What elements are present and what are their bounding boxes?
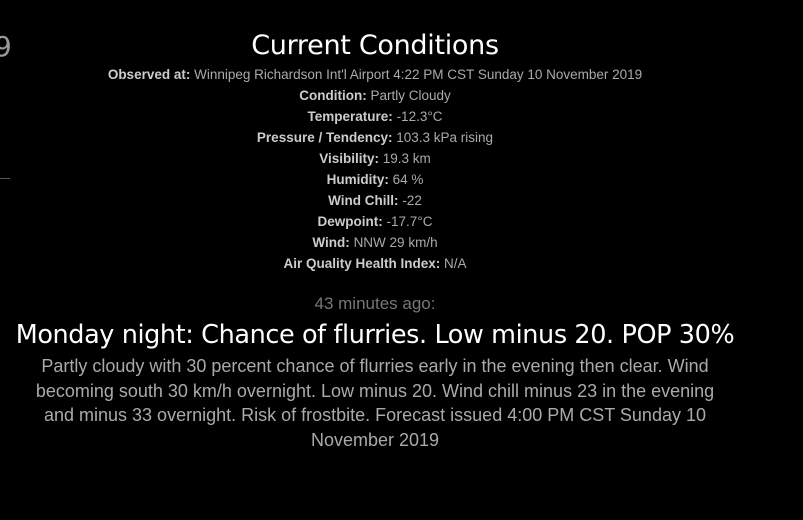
temperature-label: Temperature:	[307, 109, 393, 124]
pressure-row: Pressure / Tendency: 103.3 kPa rising	[0, 127, 750, 148]
condition-value: Partly Cloudy	[370, 88, 451, 103]
temperature-value: -12.3°C	[396, 109, 443, 124]
wind-chill-value: -22	[402, 193, 422, 208]
wind-chill-row: Wind Chill: -22	[0, 190, 750, 211]
temperature-row: Temperature: -12.3°C	[0, 106, 750, 127]
visibility-value: 19.3 km	[382, 151, 431, 166]
wind-value: NNW 29 km/h	[353, 235, 438, 250]
current-conditions-panel: Current Conditions Observed at: Winnipeg…	[0, 30, 750, 274]
humidity-value: 64 %	[392, 172, 424, 187]
visibility-label: Visibility:	[319, 151, 379, 166]
visibility-row: Visibility: 19.3 km	[0, 148, 750, 169]
pressure-value: 103.3 kPa rising	[396, 130, 494, 145]
wind-row: Wind: NNW 29 km/h	[0, 232, 750, 253]
condition-row: Condition: Partly Cloudy	[0, 85, 750, 106]
aqhi-row: Air Quality Health Index: N/A	[0, 253, 750, 274]
wind-label: Wind:	[312, 235, 350, 250]
forecast-title: Monday night: Chance of flurries. Low mi…	[15, 320, 735, 350]
wind-chill-label: Wind Chill:	[328, 193, 399, 208]
pressure-label: Pressure / Tendency:	[256, 130, 393, 145]
dewpoint-row: Dewpoint: -17.7°C	[0, 211, 750, 232]
humidity-row: Humidity: 64 %	[0, 169, 750, 190]
condition-label: Condition:	[299, 88, 367, 103]
edge-divider	[0, 178, 10, 179]
aqhi-value: N/A	[444, 256, 467, 271]
observed-at-row: Observed at: Winnipeg Richardson Int'l A…	[0, 64, 750, 85]
current-conditions-title: Current Conditions	[251, 30, 499, 61]
dewpoint-label: Dewpoint:	[317, 214, 383, 229]
humidity-label: Humidity:	[326, 172, 389, 187]
aqhi-label: Air Quality Health Index:	[283, 256, 441, 271]
dewpoint-value: -17.7°C	[386, 214, 433, 229]
forecast-text: Partly cloudy with 30 percent chance of …	[35, 356, 715, 450]
edge-clock-fragment: 9	[0, 30, 12, 63]
observed-at-value: Winnipeg Richardson Int'l Airport 4:22 P…	[194, 67, 643, 82]
observed-at-label: Observed at:	[107, 67, 191, 82]
forecast-time-ago: 43 minutes ago:	[314, 294, 436, 313]
